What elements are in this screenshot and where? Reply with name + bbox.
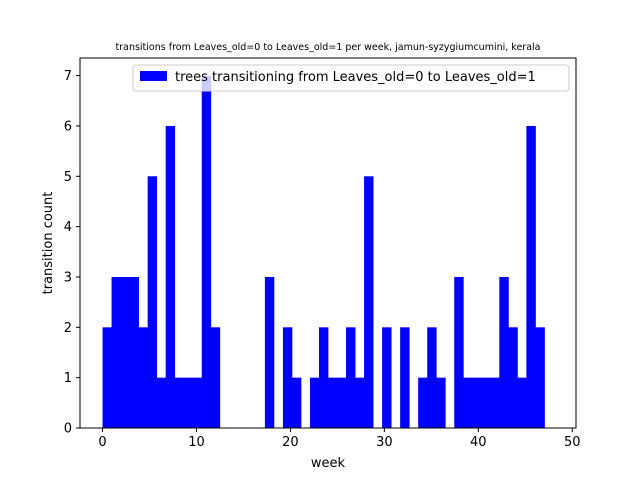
- histogram-bar: [165, 125, 176, 429]
- y-tick-label: 4: [64, 220, 72, 235]
- histogram-bar: [102, 327, 112, 428]
- histogram-bar: [472, 377, 482, 428]
- legend: trees transitioning from Leaves_old=0 to…: [132, 64, 570, 92]
- x-axis-label: week: [311, 456, 346, 471]
- histogram-bar: [282, 327, 293, 428]
- x-tick-label: 10: [188, 435, 205, 450]
- histogram-bar: [499, 276, 509, 428]
- histogram-bar: [481, 377, 491, 428]
- histogram-bar: [436, 377, 446, 428]
- legend-box: [132, 64, 570, 92]
- histogram-bar: [355, 377, 365, 428]
- x-tick-label: 40: [470, 435, 487, 450]
- histogram-bar: [418, 377, 428, 428]
- histogram-bar: [526, 125, 536, 429]
- histogram-bar: [156, 377, 167, 428]
- histogram-bar: [517, 377, 527, 428]
- histogram-bar: [201, 75, 212, 429]
- legend-label: trees transitioning from Leaves_old=0 to…: [175, 70, 536, 85]
- histogram-bar: [427, 327, 437, 428]
- y-tick-label: 6: [64, 119, 72, 134]
- histogram-bar: [337, 377, 347, 428]
- histogram-bar: [463, 377, 473, 428]
- histogram-bar: [147, 176, 158, 428]
- y-tick-label: 7: [64, 69, 72, 84]
- y-tick-label: 2: [64, 321, 72, 336]
- y-tick-label: 5: [64, 170, 72, 185]
- legend-swatch: [140, 71, 167, 81]
- histogram-bar: [318, 327, 329, 428]
- histogram-bar: [490, 377, 500, 428]
- chart-title: transitions from Leaves_old=0 to Leaves_…: [116, 42, 541, 53]
- y-tick-label: 0: [64, 422, 72, 437]
- y-axis-label: transition count: [41, 192, 56, 295]
- histogram-bar: [400, 327, 410, 428]
- histogram-bar: [174, 377, 185, 428]
- histogram-bar: [264, 276, 275, 428]
- histogram-bar: [309, 377, 320, 428]
- x-tick-label: 20: [282, 435, 299, 450]
- histogram-bar: [210, 327, 221, 428]
- y-tick-label: 3: [64, 270, 72, 285]
- y-tick-label: 1: [64, 371, 72, 386]
- histogram-bar: [346, 327, 356, 428]
- histogram-bar: [508, 327, 518, 428]
- plot-frame: [79, 57, 577, 429]
- histogram-bar: [120, 276, 130, 428]
- histogram-bar: [454, 276, 464, 428]
- histogram-bar: [328, 377, 338, 428]
- x-axis: 0 10 20 30 40 50: [98, 428, 581, 450]
- bars-group: [102, 75, 545, 429]
- y-axis: 0 1 2 3 4 5 6 7: [64, 69, 80, 437]
- histogram-bar: [382, 327, 392, 428]
- x-tick-label: 50: [564, 435, 581, 450]
- x-tick-label: 0: [98, 435, 106, 450]
- histogram-bar: [183, 377, 194, 428]
- histogram-bar: [192, 377, 203, 428]
- histogram-bar: [129, 276, 140, 428]
- histogram-bar: [111, 276, 121, 428]
- x-tick-label: 30: [376, 435, 393, 450]
- histogram-bar: [535, 327, 545, 428]
- histogram-bar: [291, 377, 302, 428]
- histogram-bar: [138, 327, 149, 428]
- histogram-bar: [364, 176, 374, 428]
